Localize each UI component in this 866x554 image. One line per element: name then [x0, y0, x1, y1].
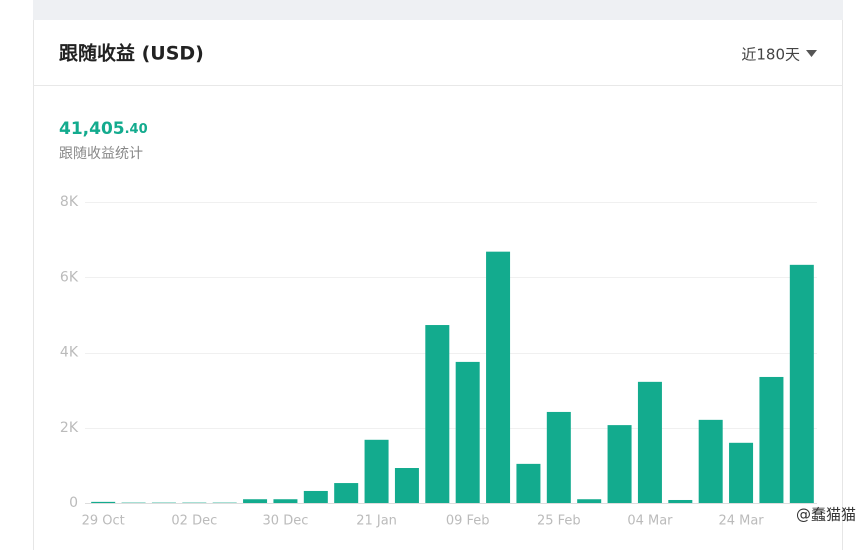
top-band: [33, 0, 843, 20]
y-tick-label: 8K: [60, 194, 79, 210]
y-tick-label: 4K: [60, 345, 79, 361]
bar: [729, 443, 753, 503]
bar: [91, 502, 115, 503]
y-tick-label: 2K: [60, 420, 79, 436]
y-tick-label: 6K: [60, 269, 79, 285]
x-tick-label: 25 Feb: [537, 514, 581, 529]
bar: [243, 499, 267, 503]
bar: [516, 464, 540, 503]
bar: [304, 491, 328, 503]
bar: [668, 500, 692, 503]
bar: [456, 362, 480, 503]
bar: [638, 382, 662, 503]
x-tick-label: 09 Feb: [446, 514, 490, 529]
card-title: 跟随收益 (USD): [59, 42, 204, 65]
x-tick-label: 24 Mar: [718, 514, 764, 529]
summary-label: 跟随收益统计: [59, 146, 143, 162]
y-tick-label: 0: [69, 495, 78, 511]
bar: [699, 420, 723, 503]
bar: [547, 412, 571, 503]
x-tick-label: 30 Dec: [263, 514, 309, 529]
summary-decimal: .40: [125, 122, 148, 137]
bar: [577, 499, 601, 503]
x-tick-label: 02 Dec: [171, 514, 217, 529]
x-tick-label: 21 Jan: [356, 514, 397, 529]
period-select[interactable]: 近180天: [741, 46, 800, 64]
bar: [425, 325, 449, 503]
x-tick-label: 04 Mar: [627, 514, 673, 529]
summary-main: 41,405: [59, 119, 125, 139]
bar: [273, 499, 297, 503]
bar: [334, 483, 358, 503]
summary-value: 41,405.40: [59, 119, 148, 139]
x-tick-label: 29 Oct: [82, 514, 125, 529]
bar: [395, 468, 419, 503]
watermark: @蠢猫猫: [796, 506, 856, 524]
bar: [365, 440, 389, 503]
bar: [759, 377, 783, 503]
bar: [486, 252, 510, 503]
bar: [608, 425, 632, 503]
bar: [790, 265, 814, 503]
